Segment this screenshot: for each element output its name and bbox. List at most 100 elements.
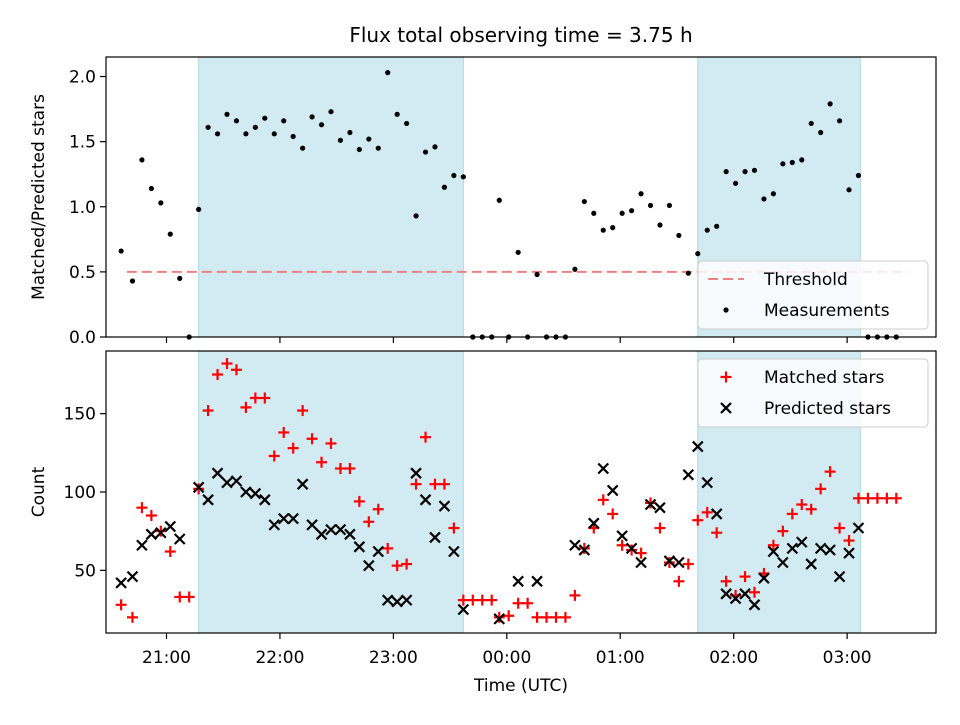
data-point bbox=[644, 498, 657, 511]
data-point bbox=[739, 588, 751, 600]
chart-title: Flux total observing time = 3.75 h bbox=[349, 23, 692, 47]
ratio-panel: 0.0 0.5 1.0 1.5 2.0 Matched/Predicted stars Th… bbox=[29, 56, 937, 348]
data-point bbox=[259, 494, 271, 506]
data-point bbox=[391, 560, 403, 572]
data-point bbox=[448, 545, 460, 558]
data-point bbox=[164, 546, 176, 558]
legend-label: Threshold bbox=[763, 270, 848, 290]
data-point bbox=[363, 516, 375, 528]
data-point bbox=[221, 476, 233, 489]
data-point bbox=[183, 591, 195, 603]
x-tick-label: 01:00 bbox=[596, 648, 645, 668]
data-point bbox=[381, 594, 394, 606]
data-point bbox=[438, 478, 450, 490]
data-point bbox=[164, 520, 177, 533]
data-point bbox=[337, 137, 344, 143]
data-point bbox=[115, 577, 127, 589]
data-point bbox=[682, 558, 694, 570]
data-point bbox=[328, 109, 334, 115]
data-point bbox=[318, 122, 325, 128]
data-point bbox=[512, 597, 524, 609]
data-point bbox=[610, 225, 616, 231]
data-point bbox=[881, 492, 893, 504]
data-point bbox=[174, 591, 186, 603]
data-point bbox=[647, 202, 654, 209]
data-point bbox=[136, 502, 148, 514]
data-point bbox=[588, 517, 600, 530]
data-point bbox=[852, 522, 865, 534]
data-point bbox=[145, 510, 157, 521]
data-point bbox=[145, 528, 158, 541]
data-point bbox=[786, 542, 799, 555]
y-axis-label: Count bbox=[29, 466, 49, 517]
data-point bbox=[375, 145, 381, 151]
data-point bbox=[635, 556, 647, 569]
data-point bbox=[569, 539, 581, 552]
data-point bbox=[676, 232, 682, 239]
data-point bbox=[512, 575, 524, 588]
data-point bbox=[503, 610, 515, 622]
data-point bbox=[645, 497, 657, 509]
data-point bbox=[249, 392, 261, 404]
data-point bbox=[243, 131, 249, 137]
data-point bbox=[410, 467, 422, 479]
axes-frame bbox=[105, 56, 937, 338]
data-point bbox=[720, 588, 732, 600]
data-point bbox=[353, 541, 366, 553]
data-point bbox=[572, 266, 578, 272]
data-point bbox=[862, 492, 874, 504]
data-point bbox=[476, 594, 488, 606]
data-point bbox=[720, 575, 732, 587]
data-point bbox=[325, 437, 337, 449]
data-point bbox=[420, 431, 432, 443]
data-point bbox=[629, 208, 635, 214]
data-point bbox=[467, 594, 479, 606]
data-point bbox=[211, 467, 224, 479]
legend-box bbox=[697, 358, 929, 428]
data-point bbox=[493, 613, 506, 625]
data-point bbox=[597, 494, 609, 506]
data-point bbox=[401, 558, 413, 570]
data-point bbox=[451, 172, 457, 179]
data-point bbox=[673, 556, 685, 569]
data-point bbox=[729, 592, 742, 605]
data-point bbox=[836, 118, 843, 124]
series-predicted-stars bbox=[115, 440, 865, 625]
data-point bbox=[344, 463, 356, 474]
data-point bbox=[767, 539, 779, 551]
data-point bbox=[278, 426, 290, 438]
y-tick-label: 1.5 bbox=[69, 133, 96, 153]
data-point bbox=[429, 478, 441, 490]
data-point bbox=[419, 494, 432, 506]
data-point bbox=[824, 544, 836, 556]
data-point bbox=[597, 462, 610, 475]
legend-box bbox=[697, 260, 929, 330]
data-point bbox=[315, 528, 328, 541]
data-point bbox=[657, 222, 663, 228]
data-point bbox=[748, 599, 761, 611]
data-point bbox=[281, 118, 287, 124]
data-point bbox=[777, 525, 789, 537]
data-point bbox=[126, 611, 138, 623]
data-point bbox=[457, 603, 470, 616]
data-point bbox=[309, 114, 315, 120]
data-point bbox=[155, 526, 167, 539]
data-point bbox=[394, 111, 400, 117]
data-point bbox=[192, 481, 205, 494]
data-point bbox=[448, 522, 460, 534]
legend-marker bbox=[720, 402, 732, 414]
data-point bbox=[432, 144, 438, 150]
data-point bbox=[606, 484, 619, 497]
data-point bbox=[214, 131, 221, 137]
data-point bbox=[739, 571, 751, 583]
data-point bbox=[780, 161, 786, 167]
data-point bbox=[824, 466, 836, 478]
data-point bbox=[843, 547, 855, 559]
y-tick-label: 0.0 bbox=[69, 328, 96, 348]
data-point bbox=[732, 180, 739, 186]
data-point bbox=[559, 611, 571, 623]
data-point bbox=[240, 401, 252, 413]
data-point bbox=[742, 169, 748, 175]
